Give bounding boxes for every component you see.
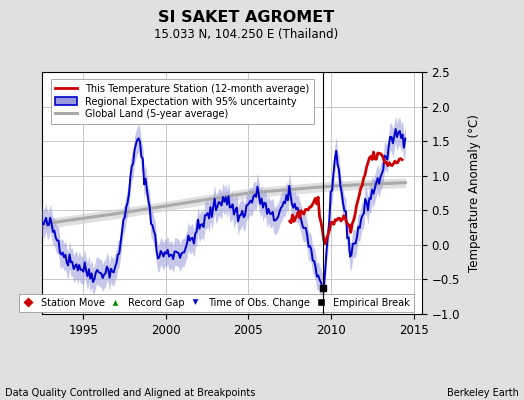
Y-axis label: Temperature Anomaly (°C): Temperature Anomaly (°C)	[468, 114, 482, 272]
Text: 15.033 N, 104.250 E (Thailand): 15.033 N, 104.250 E (Thailand)	[154, 28, 339, 41]
Text: SI SAKET AGROMET: SI SAKET AGROMET	[158, 10, 334, 25]
Text: Berkeley Earth: Berkeley Earth	[447, 388, 519, 398]
Text: Data Quality Controlled and Aligned at Breakpoints: Data Quality Controlled and Aligned at B…	[5, 388, 256, 398]
Legend: Station Move, Record Gap, Time of Obs. Change, Empirical Break: Station Move, Record Gap, Time of Obs. C…	[19, 294, 414, 312]
